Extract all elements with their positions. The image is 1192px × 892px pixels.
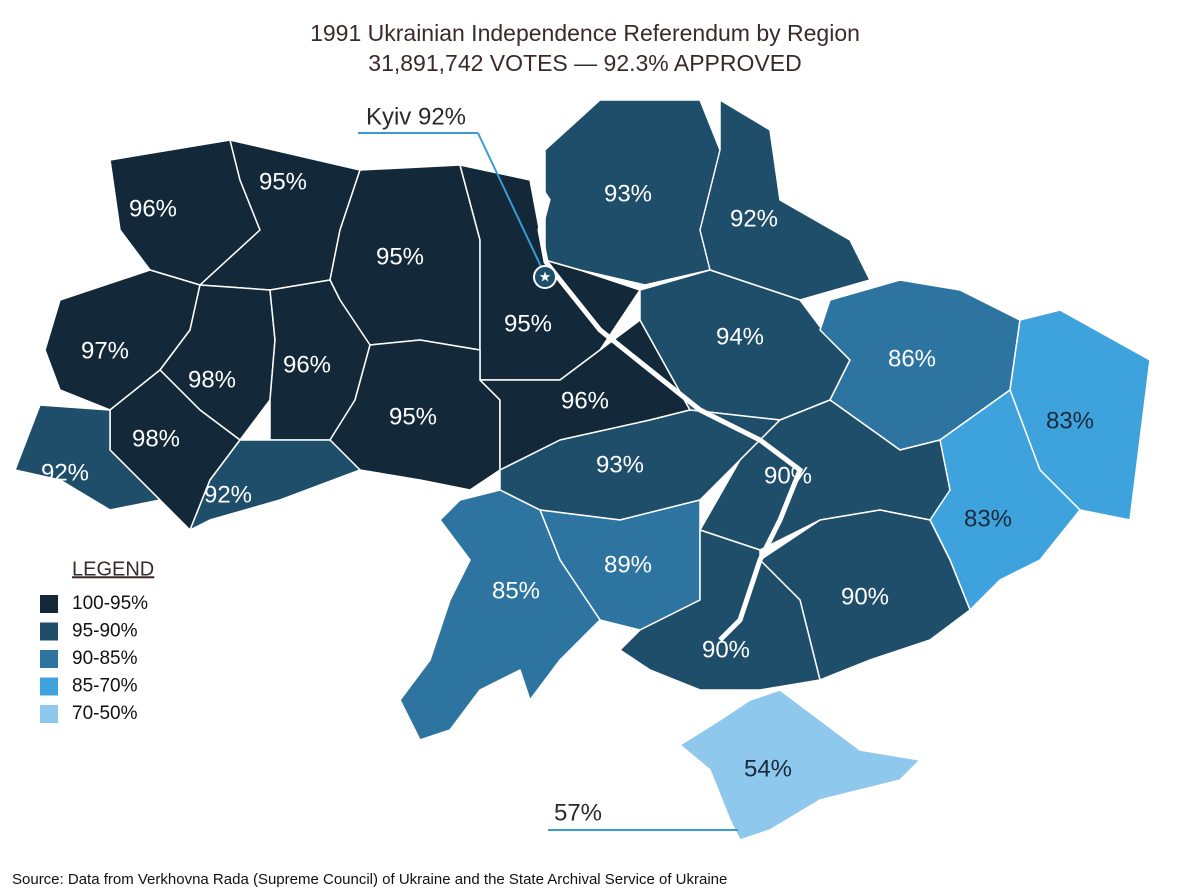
region-label: 92% [730, 205, 778, 232]
legend-title: LEGEND [72, 558, 154, 580]
region-label: 94% [716, 323, 764, 350]
region-label: 90% [702, 636, 750, 663]
legend-swatch [40, 677, 58, 696]
legend-swatch [40, 650, 58, 668]
region [329, 339, 501, 491]
legend-label: 70-50% [72, 703, 138, 724]
region-label: 93% [604, 180, 652, 207]
region-label: 95% [389, 403, 437, 430]
region-label: 96% [129, 195, 177, 222]
region-label: 98% [132, 425, 180, 452]
title: 1991 Ukrainian Independence Referendum b… [310, 20, 860, 46]
region [399, 489, 601, 741]
legend-label: 85-70% [72, 676, 138, 697]
legend-label: 100-95% [72, 593, 148, 614]
region-label: 83% [964, 505, 1012, 532]
legend-label: 90-85% [72, 648, 138, 669]
subtitle: 31,891,742 VOTES — 92.3% APPROVED [368, 50, 801, 76]
region-label: 85% [492, 577, 540, 604]
kyiv-callout: Kyiv 92% [366, 103, 466, 130]
region-label: 92% [204, 481, 252, 508]
legend-swatch [40, 705, 58, 723]
region-label: 54% [744, 755, 792, 782]
legend-swatch [40, 595, 58, 613]
region-label: 96% [561, 387, 609, 414]
region-label: 86% [888, 345, 936, 372]
region-label: 96% [283, 351, 331, 378]
source: Source: Data from Verkhovna Rada (Suprem… [12, 871, 727, 888]
region-label: 97% [81, 337, 129, 364]
region [679, 689, 921, 841]
region [699, 99, 871, 301]
callout-line [477, 132, 546, 276]
kyiv-star: ★ [539, 269, 552, 285]
kyiv-marker [533, 265, 557, 289]
region-label: 89% [604, 551, 652, 578]
region-label: 93% [596, 451, 644, 478]
sevastopol-callout: 57% [554, 799, 602, 826]
region-label: 98% [188, 366, 236, 393]
legend-label: 95-90% [72, 621, 138, 642]
regions [14, 99, 1151, 841]
river [532, 178, 804, 642]
region-label: 83% [1046, 407, 1094, 434]
region [189, 439, 361, 531]
region-label: 90% [841, 583, 889, 610]
legend-swatch [40, 622, 58, 641]
region-label: 92% [41, 459, 89, 486]
region-label: 95% [259, 168, 307, 195]
region [14, 404, 161, 511]
legend: 100-95% 95-90% 90-85% 85-70% 70-50% [40, 593, 148, 724]
region-label: 95% [504, 310, 552, 337]
region-labels: 96% 95% 95% 95% 97% 98% 96% 95% 96% 98% 92% 92% 93% 9… [41, 168, 1094, 782]
region-label: 90% [764, 462, 812, 489]
region-label: 95% [376, 243, 424, 270]
